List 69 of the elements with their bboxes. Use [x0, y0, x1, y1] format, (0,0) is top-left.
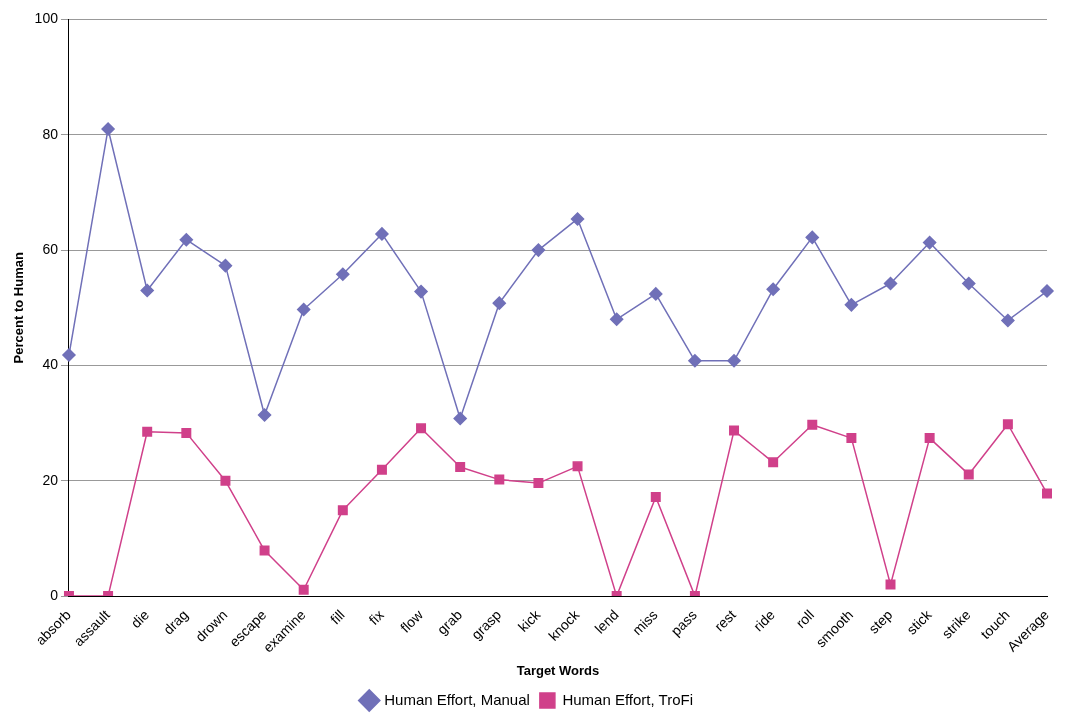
- point: [140, 283, 154, 298]
- point: [570, 212, 585, 226]
- point: [963, 469, 974, 480]
- x-tick-label: die: [127, 606, 153, 632]
- y-tick-label: 60: [42, 240, 59, 257]
- point: [766, 282, 780, 297]
- point: [572, 461, 583, 472]
- point: [492, 296, 507, 310]
- point: [336, 267, 350, 282]
- point: [416, 423, 427, 434]
- point: [179, 232, 194, 247]
- point: [729, 425, 740, 436]
- x-tick-label: step: [865, 606, 896, 637]
- y-tick-label: 40: [42, 356, 59, 373]
- point: [1040, 284, 1054, 298]
- point: [1042, 488, 1052, 499]
- point: [846, 433, 857, 444]
- point: [296, 302, 311, 317]
- point: [220, 475, 231, 486]
- x-tick-label: fix: [365, 606, 387, 628]
- point: [376, 464, 387, 475]
- point: [453, 411, 467, 426]
- x-tick-label: drag: [160, 606, 192, 638]
- point: [531, 243, 546, 257]
- point: [375, 227, 389, 241]
- point: [885, 579, 896, 590]
- legend-label: Human Effort, TroFi: [562, 690, 693, 708]
- point: [142, 426, 153, 437]
- point: [455, 461, 466, 472]
- x-tick-label: rest: [711, 606, 739, 635]
- point: [62, 348, 76, 362]
- x-axis-title: Target Words: [516, 662, 600, 678]
- point: [298, 584, 309, 595]
- point: [494, 474, 505, 485]
- point: [844, 298, 859, 312]
- point: [688, 354, 702, 368]
- point: [962, 276, 976, 291]
- point: [257, 408, 272, 422]
- y-axis-title: Percent to Human: [11, 252, 27, 364]
- point: [924, 433, 935, 444]
- y-tick-label: 20: [42, 471, 59, 488]
- x-tick-label: ride: [750, 606, 779, 635]
- point: [101, 122, 115, 136]
- y-tick-label: 0: [50, 586, 59, 603]
- point: [807, 419, 818, 430]
- x-tick-label: flow: [396, 605, 427, 636]
- point: [533, 478, 544, 489]
- x-tick-label: roll: [792, 606, 818, 632]
- point: [414, 284, 428, 299]
- x-tick-label: kick: [514, 605, 544, 635]
- legend-label: Human Effort, Manual: [384, 690, 530, 708]
- point: [1002, 419, 1013, 430]
- point: [609, 312, 624, 327]
- point: [1001, 313, 1015, 328]
- point: [218, 258, 233, 273]
- point: [805, 230, 820, 245]
- point: [649, 287, 663, 301]
- point: [883, 276, 898, 291]
- point: [181, 427, 192, 438]
- point: [650, 491, 661, 502]
- x-tick-label: fill: [326, 606, 348, 628]
- y-tick-label: 80: [42, 125, 59, 142]
- x-tick-label: miss: [628, 606, 661, 639]
- point: [337, 505, 348, 516]
- y-tick-label: 100: [34, 10, 59, 27]
- point: [727, 354, 741, 368]
- point: [259, 545, 270, 556]
- point: [922, 235, 937, 250]
- point: [768, 457, 779, 468]
